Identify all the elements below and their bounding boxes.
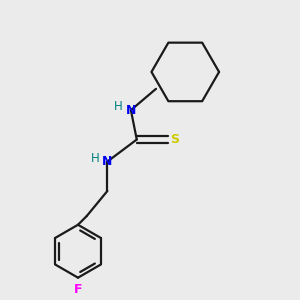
Text: S: S <box>170 133 179 146</box>
Text: H: H <box>90 152 99 165</box>
Text: N: N <box>126 103 136 117</box>
Text: F: F <box>74 283 82 296</box>
Text: N: N <box>102 155 112 168</box>
Text: H: H <box>114 100 123 113</box>
